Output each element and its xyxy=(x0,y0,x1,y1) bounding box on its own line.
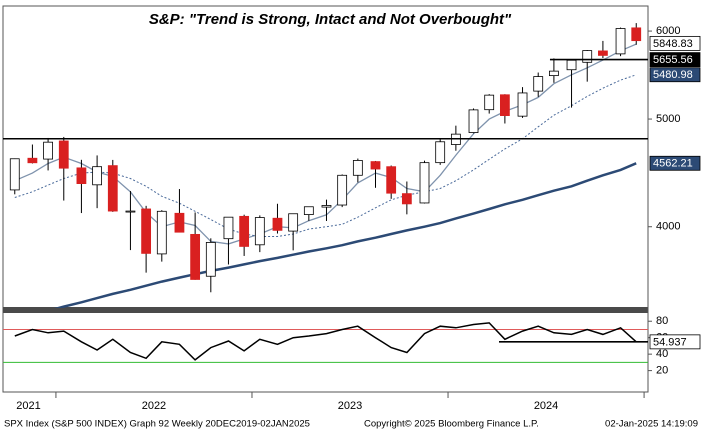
candle-body xyxy=(141,208,152,254)
candle-body xyxy=(303,206,314,215)
value-tag-label: 5655.56 xyxy=(653,54,693,66)
candle-body xyxy=(582,50,593,63)
candle-body xyxy=(370,161,381,170)
value-tag-label: 54.937 xyxy=(653,336,687,348)
x-tick-label: 2023 xyxy=(338,400,362,412)
candle-body xyxy=(239,215,250,247)
candle-body xyxy=(288,213,299,232)
y-tick-label: 6000 xyxy=(656,25,680,37)
y-tick-label: 20 xyxy=(656,365,668,377)
candle-body xyxy=(435,141,446,164)
x-tick-label: 2024 xyxy=(534,400,558,412)
chart-title: S&P: "Trend is Strong, Intact and Not Ov… xyxy=(149,11,512,28)
value-tag-label: 4562.21 xyxy=(653,158,693,170)
candle-body xyxy=(401,193,412,205)
value-tag xyxy=(649,155,701,171)
candle-body xyxy=(27,157,38,164)
candle-body xyxy=(223,216,234,240)
candle-body xyxy=(190,233,201,280)
y-tick-label: 80 xyxy=(656,315,668,327)
candle-body xyxy=(254,217,265,246)
moving-average xyxy=(14,43,637,245)
candle-body xyxy=(76,167,87,184)
moving-average xyxy=(14,74,637,237)
candle-body xyxy=(321,205,332,208)
value-tag-label: 5480.98 xyxy=(653,69,693,81)
value-tag xyxy=(649,35,701,51)
y-tick-label: 4000 xyxy=(656,221,680,233)
value-tag xyxy=(649,52,701,68)
panel-divider xyxy=(3,307,648,313)
candle-body xyxy=(566,59,577,71)
candle-body xyxy=(174,212,185,233)
plot-area xyxy=(3,322,648,363)
candle-body xyxy=(615,28,626,55)
value-tag-label: 5848.83 xyxy=(653,38,693,50)
candle-body xyxy=(58,140,69,169)
candle-body xyxy=(499,94,510,116)
candle-body xyxy=(533,76,544,92)
value-tag xyxy=(649,334,701,350)
candle-body xyxy=(484,94,495,111)
candle-body xyxy=(337,174,348,206)
rsi-line xyxy=(14,322,637,361)
candle-body xyxy=(352,160,363,176)
candle-body xyxy=(107,165,118,212)
y-tick-label: 5000 xyxy=(656,113,680,125)
x-tick-label: 2022 xyxy=(142,400,166,412)
candle-body xyxy=(517,92,528,117)
candle-body xyxy=(598,50,608,56)
x-tick-label: 2021 xyxy=(16,400,40,412)
candle-body xyxy=(631,27,642,42)
candle-body xyxy=(272,217,283,231)
candle-body xyxy=(205,242,216,277)
value-tag xyxy=(649,67,701,83)
moving-average xyxy=(53,162,637,308)
footer-copyright: Copyright© 2025 Bloomberg Finance L.P. xyxy=(364,419,539,430)
candle-body xyxy=(43,141,53,160)
y-tick-label: 40 xyxy=(656,348,668,360)
candle-body xyxy=(468,109,479,133)
candle-body xyxy=(386,166,397,194)
candle-body xyxy=(419,162,430,204)
candle-body xyxy=(156,210,167,255)
footer-timestamp: 02-Jan-2025 14:19:09 xyxy=(605,419,698,430)
footer-left: SPX Index (S&P 500 INDEX) Graph 92 Weekl… xyxy=(4,419,310,430)
plot-area xyxy=(3,23,648,308)
candle-body xyxy=(125,210,136,213)
candle-body xyxy=(9,158,20,191)
candle-body xyxy=(92,166,102,186)
candle-body xyxy=(549,70,559,77)
